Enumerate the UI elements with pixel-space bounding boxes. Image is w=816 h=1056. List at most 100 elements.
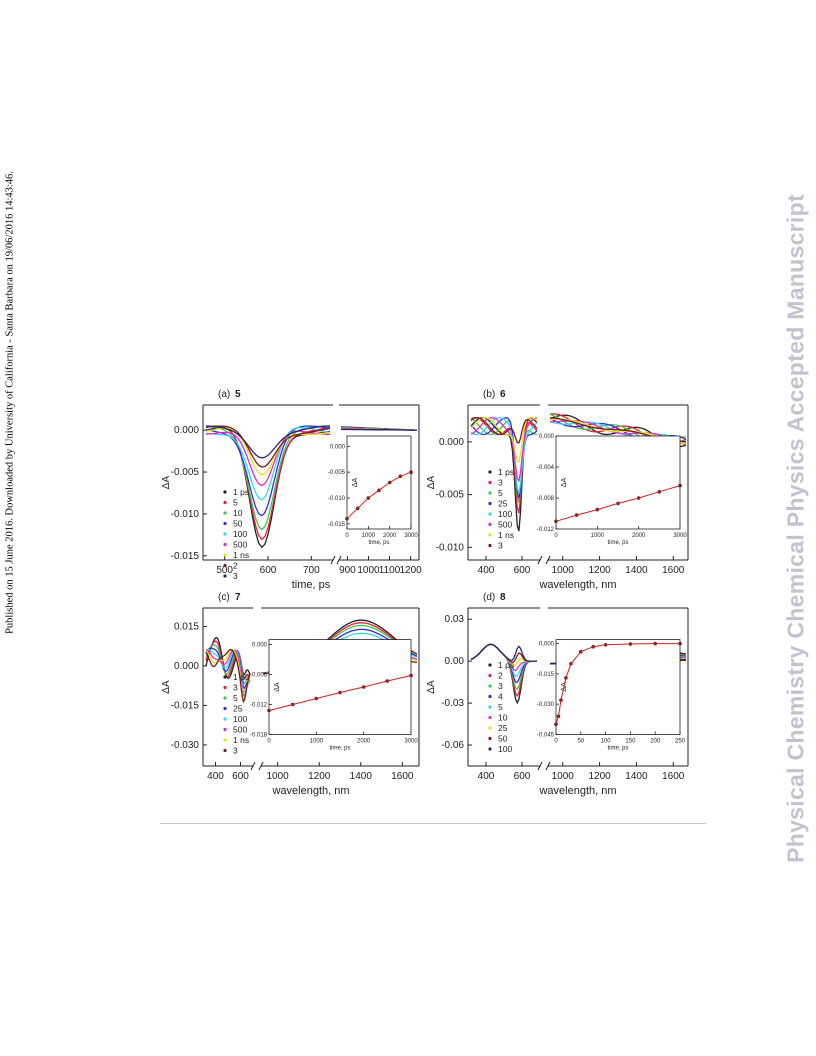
p4-x-tick-label: 1000: [552, 771, 575, 782]
p3-legend-marker: [223, 675, 227, 679]
p3-x-tick-label: 1400: [350, 771, 373, 782]
p2-inset-frame: [555, 435, 681, 530]
p3-panel-label: (c): [218, 592, 230, 603]
p4-legend-marker: [488, 715, 492, 720]
p3-x-tick-label: 1000: [267, 771, 290, 782]
p3-inset-fit-line: [268, 675, 412, 711]
p3-legend-marker: [223, 706, 227, 711]
p3-inset-frame: [268, 639, 412, 735]
p2-legend-label: 100: [498, 509, 512, 519]
p1-inset-y-tick-label: -0.015: [328, 522, 346, 528]
p3-legend-marker: [223, 685, 227, 690]
p2-legend-marker: [488, 543, 492, 548]
p4-legend-label: 10: [498, 713, 508, 723]
p3-y-tick-label: 0.000: [174, 661, 199, 672]
p2-axis-break-marks: [537, 555, 551, 565]
p4-x-axis-label: wavelength, nm: [538, 785, 616, 797]
p4-inset-y-tick-label: -0.015: [537, 672, 555, 678]
p3-legend-label: 5: [233, 693, 238, 703]
p4-legend-label: 5: [498, 702, 503, 712]
p3-trace-left: [205, 649, 251, 704]
p3-legend-label: 100: [233, 714, 247, 724]
p4-x-tick-label: 400: [478, 771, 495, 782]
p4-x-tick-label: 600: [514, 771, 531, 782]
p3-legend-marker: [223, 717, 227, 721]
p2-legend-label: 25: [498, 499, 508, 509]
p1-x-tick-label: 900: [339, 565, 356, 576]
p3-legend-marker: [223, 738, 227, 742]
p4-inset-frame: [555, 639, 681, 735]
p3-legend-label: 3: [233, 683, 238, 693]
p3-inset-y-tick-label: -0.012: [250, 702, 268, 708]
p4-legend-label: 50: [498, 734, 508, 744]
p2-trace-left: [470, 417, 538, 514]
p4-legend-marker: [488, 736, 492, 741]
p1-legend-label: 1 ns: [233, 550, 249, 560]
p1-legend-label: 2: [233, 561, 238, 571]
p2-inset-y-tick-label: 0.000: [539, 434, 555, 440]
p4-compound-label: 8: [500, 592, 506, 603]
p1-legend-marker: [223, 521, 227, 526]
p2-legend-label: 3: [498, 541, 503, 551]
p1-x-tick-label: 1000: [357, 565, 380, 576]
p2-x-tick-label: 1200: [588, 565, 611, 576]
p4-inset-y-axis-label: ΔA: [561, 682, 568, 692]
p1-compound-label: 5: [235, 389, 241, 400]
p4-y-axis-label: ΔA: [426, 680, 437, 694]
p4-x-tick-label: 1400: [625, 771, 648, 782]
p3-legend-label: 25: [233, 704, 243, 714]
p1-inset-x-axis-label: time, ps: [368, 540, 389, 546]
p2-trace-left: [470, 417, 538, 483]
p4-x-tick-label: 1600: [662, 771, 685, 782]
p2-legend-label: 500: [498, 520, 512, 530]
p1-trace-right: [341, 428, 417, 431]
p2-inset-y-tick-label: -0.008: [537, 496, 555, 502]
p2-inset-x-tick-label: 2000: [632, 533, 646, 539]
p4-inset-x-axis-label: time, ps: [607, 745, 628, 751]
p3-legend-label: 1 ps: [233, 672, 249, 682]
p3-legend-label: 3: [233, 746, 238, 756]
p2-x-tick-label: 400: [478, 565, 495, 576]
p1-x-axis-label: time, ps: [292, 579, 331, 591]
p2-inset-x-tick-label: 0: [554, 533, 558, 539]
p1-legend-marker: [223, 553, 227, 557]
p3-legend-marker: [223, 748, 227, 753]
p2-inset-x-tick-label: 1000: [591, 533, 605, 539]
p2-trace-left: [470, 417, 538, 499]
p1-inset-x-tick-label: 0: [345, 533, 349, 539]
p3-inset-x-tick-label: 1000: [310, 738, 324, 744]
p3-inset-x-tick-label: 2000: [357, 738, 371, 744]
p1-x-tick-label: 1100: [379, 565, 401, 576]
p3-inset-y-tick-label: -0.018: [250, 732, 268, 738]
p2-x-axis-label: wavelength, nm: [538, 579, 616, 591]
p3-y-axis-label: ΔA: [161, 680, 172, 694]
p2-trace-left: [470, 417, 538, 444]
p4-y-tick-label: -0.06: [441, 740, 464, 751]
p1-inset-x-tick-label: 3000: [404, 533, 418, 539]
p1-legend-label: 50: [233, 519, 243, 529]
p3-trace-left: [205, 648, 251, 694]
p4-panel-label: (d): [483, 592, 495, 603]
p4-inset-x-tick-label: 100: [601, 738, 612, 744]
p4-inset-y-tick-label: -0.030: [537, 702, 555, 708]
p2-y-tick-label: 0.000: [439, 437, 464, 448]
p2-legend-marker: [488, 522, 492, 527]
p4-legend-marker: [488, 726, 492, 730]
p2-legend-label: 3: [498, 478, 503, 488]
p3-legend-marker: [223, 727, 227, 732]
p3-x-tick-label: 400: [207, 771, 224, 782]
p1-trace-left: [205, 425, 331, 531]
p1-inset-fit-line: [346, 471, 412, 520]
p3-legend-marker: [223, 696, 227, 700]
p1-legend-label: 5: [233, 498, 238, 508]
p4-legend-marker: [488, 684, 492, 688]
p4-trace-left: [470, 643, 537, 705]
p3-y-tick-label: 0.015: [174, 621, 199, 632]
p1-axis-break-marks: [330, 555, 342, 565]
p3-inset-x-tick-label: 0: [267, 738, 271, 744]
p1-trace-left: [205, 430, 330, 487]
p1-x-tick-label: 500: [216, 565, 233, 576]
p2-legend-marker: [488, 491, 492, 495]
p4-inset-x-tick-label: 200: [650, 738, 661, 744]
p1-legend-marker: [223, 574, 227, 578]
